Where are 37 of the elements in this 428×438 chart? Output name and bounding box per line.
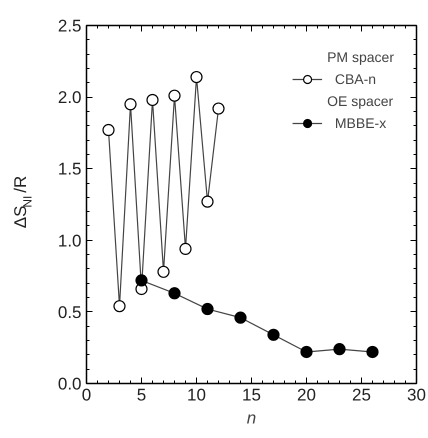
point xyxy=(201,196,214,208)
y-tick-label: 0.0 xyxy=(58,374,82,394)
point xyxy=(234,312,247,324)
point xyxy=(201,302,214,316)
point xyxy=(333,343,346,356)
x-tick-label: 5 xyxy=(136,386,146,404)
point xyxy=(146,94,159,106)
annotation: PM spacer xyxy=(327,49,394,65)
point xyxy=(113,300,126,312)
point xyxy=(135,274,148,286)
legend-label: CBA-n xyxy=(334,71,376,87)
y-tick-label: 2.0 xyxy=(58,88,82,108)
x-axis-title: n xyxy=(246,408,256,428)
point xyxy=(366,346,379,358)
x-tick-label: 25 xyxy=(352,386,371,404)
annotation: OE spacer xyxy=(327,93,394,109)
point xyxy=(212,102,225,115)
x-tick-label: 10 xyxy=(187,386,206,404)
point xyxy=(168,90,181,102)
point xyxy=(300,346,313,358)
point xyxy=(157,266,170,278)
point xyxy=(102,124,115,136)
y-tick-label: 2.5 xyxy=(58,16,82,36)
point xyxy=(179,242,192,255)
x-tick-label: 30 xyxy=(407,386,426,404)
x-tick-label: 0 xyxy=(82,386,92,404)
legend-label: MBBE-x xyxy=(334,115,386,131)
point xyxy=(190,70,203,84)
y-tick-label: 1.5 xyxy=(58,160,82,179)
x-tick-label: 15 xyxy=(242,386,261,404)
y-axis-title: ΔSNI/R xyxy=(11,176,34,228)
point xyxy=(267,328,280,341)
y-tick-label: 0.5 xyxy=(58,302,82,322)
point xyxy=(168,287,181,300)
x-tick-label: 20 xyxy=(297,386,316,404)
point xyxy=(124,98,137,110)
y-tick-label: 1.0 xyxy=(58,231,82,250)
